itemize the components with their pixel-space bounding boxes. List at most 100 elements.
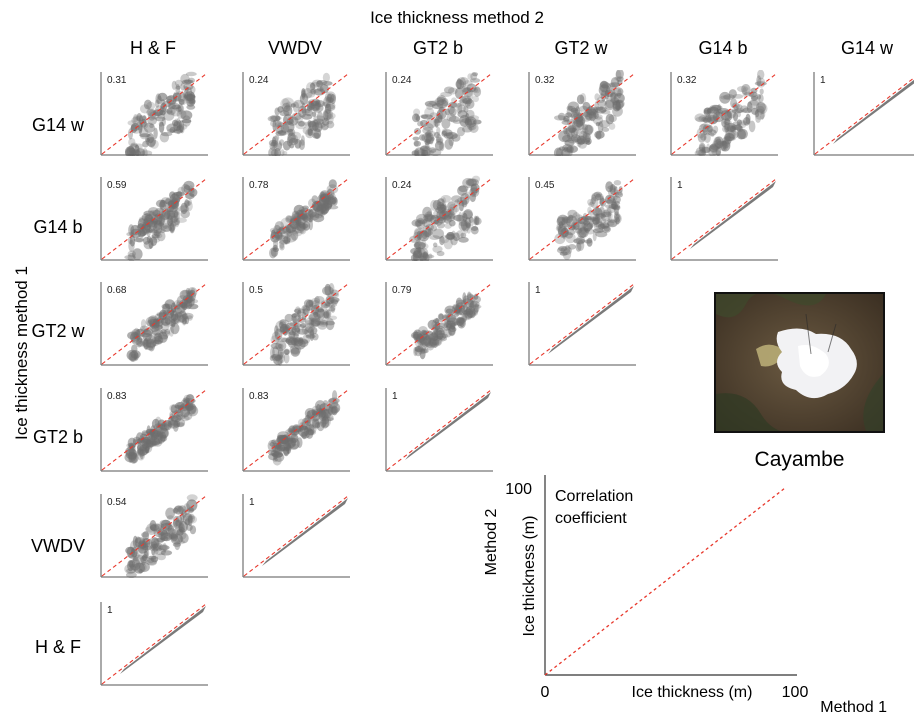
scatter-point: [746, 101, 753, 113]
scatter-point: [270, 347, 275, 359]
scatter-point: [167, 420, 179, 429]
row-label-gt2b: GT2 b: [32, 427, 84, 447]
scatter-point: [448, 102, 458, 108]
scatter-point: [591, 194, 596, 205]
scatter-point: [471, 87, 478, 93]
scatter-point: [301, 325, 308, 335]
one-to-one-line: [529, 73, 635, 155]
scatter-point: [133, 554, 145, 565]
scatter-point: [134, 328, 146, 337]
scatter-point: [282, 151, 288, 155]
scatter-point: [158, 121, 165, 133]
identity-cloud: [833, 79, 914, 144]
scatter-point: [153, 328, 161, 338]
scatter-point: [163, 199, 173, 205]
scatter-point: [317, 308, 326, 320]
scatter-point: [308, 299, 314, 307]
scatter-point: [278, 337, 288, 342]
scatter-point: [272, 136, 276, 147]
scatter-point: [149, 123, 154, 129]
scatter-point: [291, 227, 297, 232]
scatter-point: [276, 235, 285, 241]
scatter-point: [189, 85, 196, 94]
scatter-point: [307, 429, 317, 436]
scatter-point: [268, 449, 277, 456]
panel-g14-w-vs-gt2-b: 0.24: [385, 72, 493, 156]
scatter-point: [473, 217, 482, 225]
scatter-point: [328, 404, 334, 416]
scatter-point: [610, 92, 619, 99]
identity-cloud: [690, 181, 776, 249]
scatter-point: [130, 540, 138, 553]
scatter-point: [172, 507, 179, 514]
scatter-point: [431, 103, 444, 110]
scatter-point: [159, 132, 170, 143]
scatter-point: [186, 87, 193, 97]
scatter-point: [418, 242, 429, 250]
scatter-point: [160, 431, 167, 442]
scatter-point: [613, 213, 622, 224]
scatter-point: [290, 347, 300, 357]
scatter-point: [297, 418, 306, 428]
scatter-point: [320, 416, 330, 429]
scatter-point: [322, 72, 330, 83]
scatter-point: [429, 112, 438, 118]
one-to-one-line: [814, 77, 914, 155]
legend-y-title: Ice thickness (m): [521, 516, 538, 637]
scatter-point: [582, 212, 588, 222]
scatter-point: [314, 295, 320, 307]
scatter-point: [711, 149, 721, 156]
scatter-point: [125, 147, 137, 156]
scatter-point: [167, 416, 174, 428]
scatter-point: [473, 215, 478, 226]
scatter-point: [149, 520, 157, 531]
scatter-point: [433, 131, 440, 139]
scatter-point: [319, 84, 329, 94]
scatter-point: [142, 236, 151, 245]
scatter-point: [446, 232, 454, 237]
scatter-point: [592, 207, 603, 216]
scatter-point: [137, 540, 149, 551]
correlation-value: 1: [107, 605, 113, 616]
scatter-point: [304, 92, 316, 98]
scatter-point: [411, 219, 424, 227]
correlation-value: 0.54: [107, 497, 127, 508]
scatter-point: [582, 124, 588, 131]
scatter-point: [465, 307, 471, 316]
scatter-point: [411, 150, 419, 156]
scatter-point: [429, 100, 440, 106]
scatter-point: [159, 199, 166, 210]
scatter-point: [573, 238, 586, 244]
scatter-point: [570, 107, 579, 114]
scatter-point: [594, 93, 600, 101]
scatter-point: [279, 243, 285, 251]
scatter-point: [437, 313, 444, 320]
scatter-point: [278, 319, 290, 326]
scatter-point: [586, 237, 593, 247]
scatter-point: [272, 119, 277, 132]
scatter-point: [332, 390, 338, 402]
scatter-point: [184, 316, 189, 325]
scatter-point: [424, 141, 430, 149]
legend-tick-zero: 0: [541, 684, 550, 701]
column-label-g14b: G14 b: [698, 38, 748, 58]
scatter-point: [140, 150, 153, 156]
scatter-cloud: [269, 179, 339, 259]
scatter-point: [443, 328, 452, 338]
scatter-point: [707, 125, 713, 133]
scatter-point: [291, 312, 301, 324]
scatter-point: [456, 230, 464, 239]
scatter-point: [694, 113, 706, 123]
scatter-point: [585, 228, 595, 235]
panel-g14-w-vs-g14-w: 1: [813, 72, 914, 156]
scatter-point: [726, 108, 737, 119]
scatter-point: [136, 147, 146, 156]
scatter-point: [601, 127, 610, 132]
scatter-point: [584, 124, 593, 136]
scatter-point: [314, 320, 325, 325]
scatter-point: [143, 328, 154, 336]
scatter-point: [154, 429, 161, 437]
scatter-point: [183, 79, 194, 84]
scatter-point: [187, 515, 198, 524]
scatter-point: [181, 301, 188, 309]
